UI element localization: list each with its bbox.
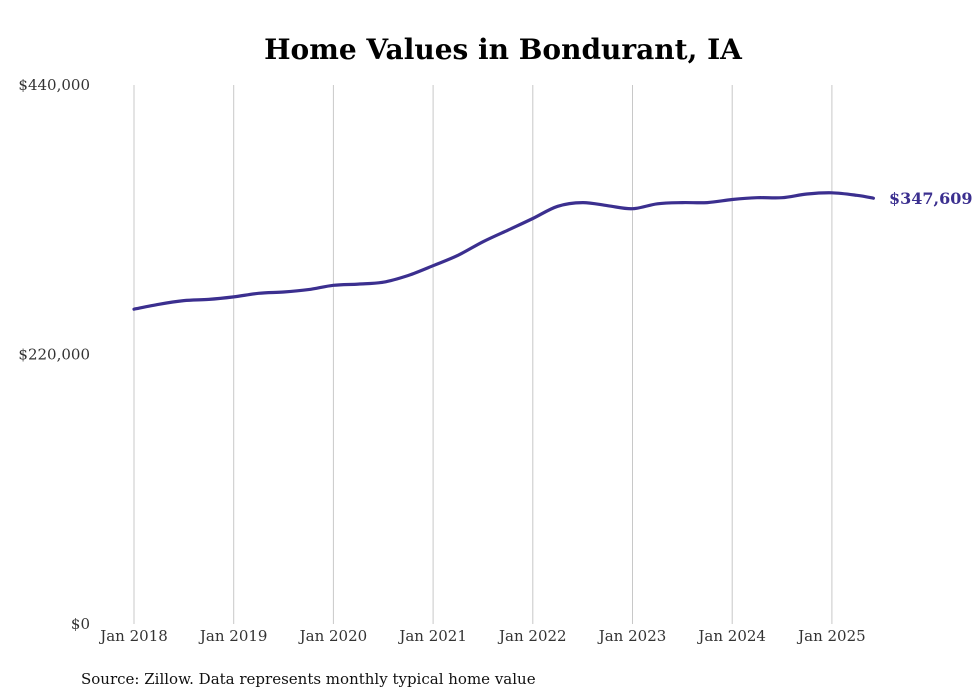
end-value-label: $347,609	[889, 189, 973, 208]
x-tick-label: Jan 2024	[696, 627, 766, 645]
x-tick-label: Jan 2020	[298, 627, 368, 645]
x-tick-label: Jan 2025	[796, 627, 866, 645]
chart-title: Home Values in Bondurant, IA	[264, 33, 743, 66]
x-tick-label: Jan 2023	[597, 627, 667, 645]
x-tick-label: Jan 2018	[98, 627, 168, 645]
source-note: Source: Zillow. Data represents monthly …	[81, 670, 536, 688]
y-tick-label: $440,000	[18, 76, 90, 94]
grid-layer	[133, 85, 833, 624]
y-tick-label: $0	[71, 615, 90, 633]
y-tick-label: $220,000	[18, 346, 90, 364]
series-line	[132, 191, 875, 311]
y-axis-ticks: $0 $220,000 $440,000	[18, 76, 90, 633]
x-tick-label: Jan 2021	[397, 627, 467, 645]
x-tick-label: Jan 2022	[497, 627, 567, 645]
x-axis-ticks: Jan 2018 Jan 2019 Jan 2020 Jan 2021 Jan 2022…	[98, 627, 865, 645]
x-tick-label: Jan 2019	[198, 627, 268, 645]
series-layer	[132, 191, 875, 311]
